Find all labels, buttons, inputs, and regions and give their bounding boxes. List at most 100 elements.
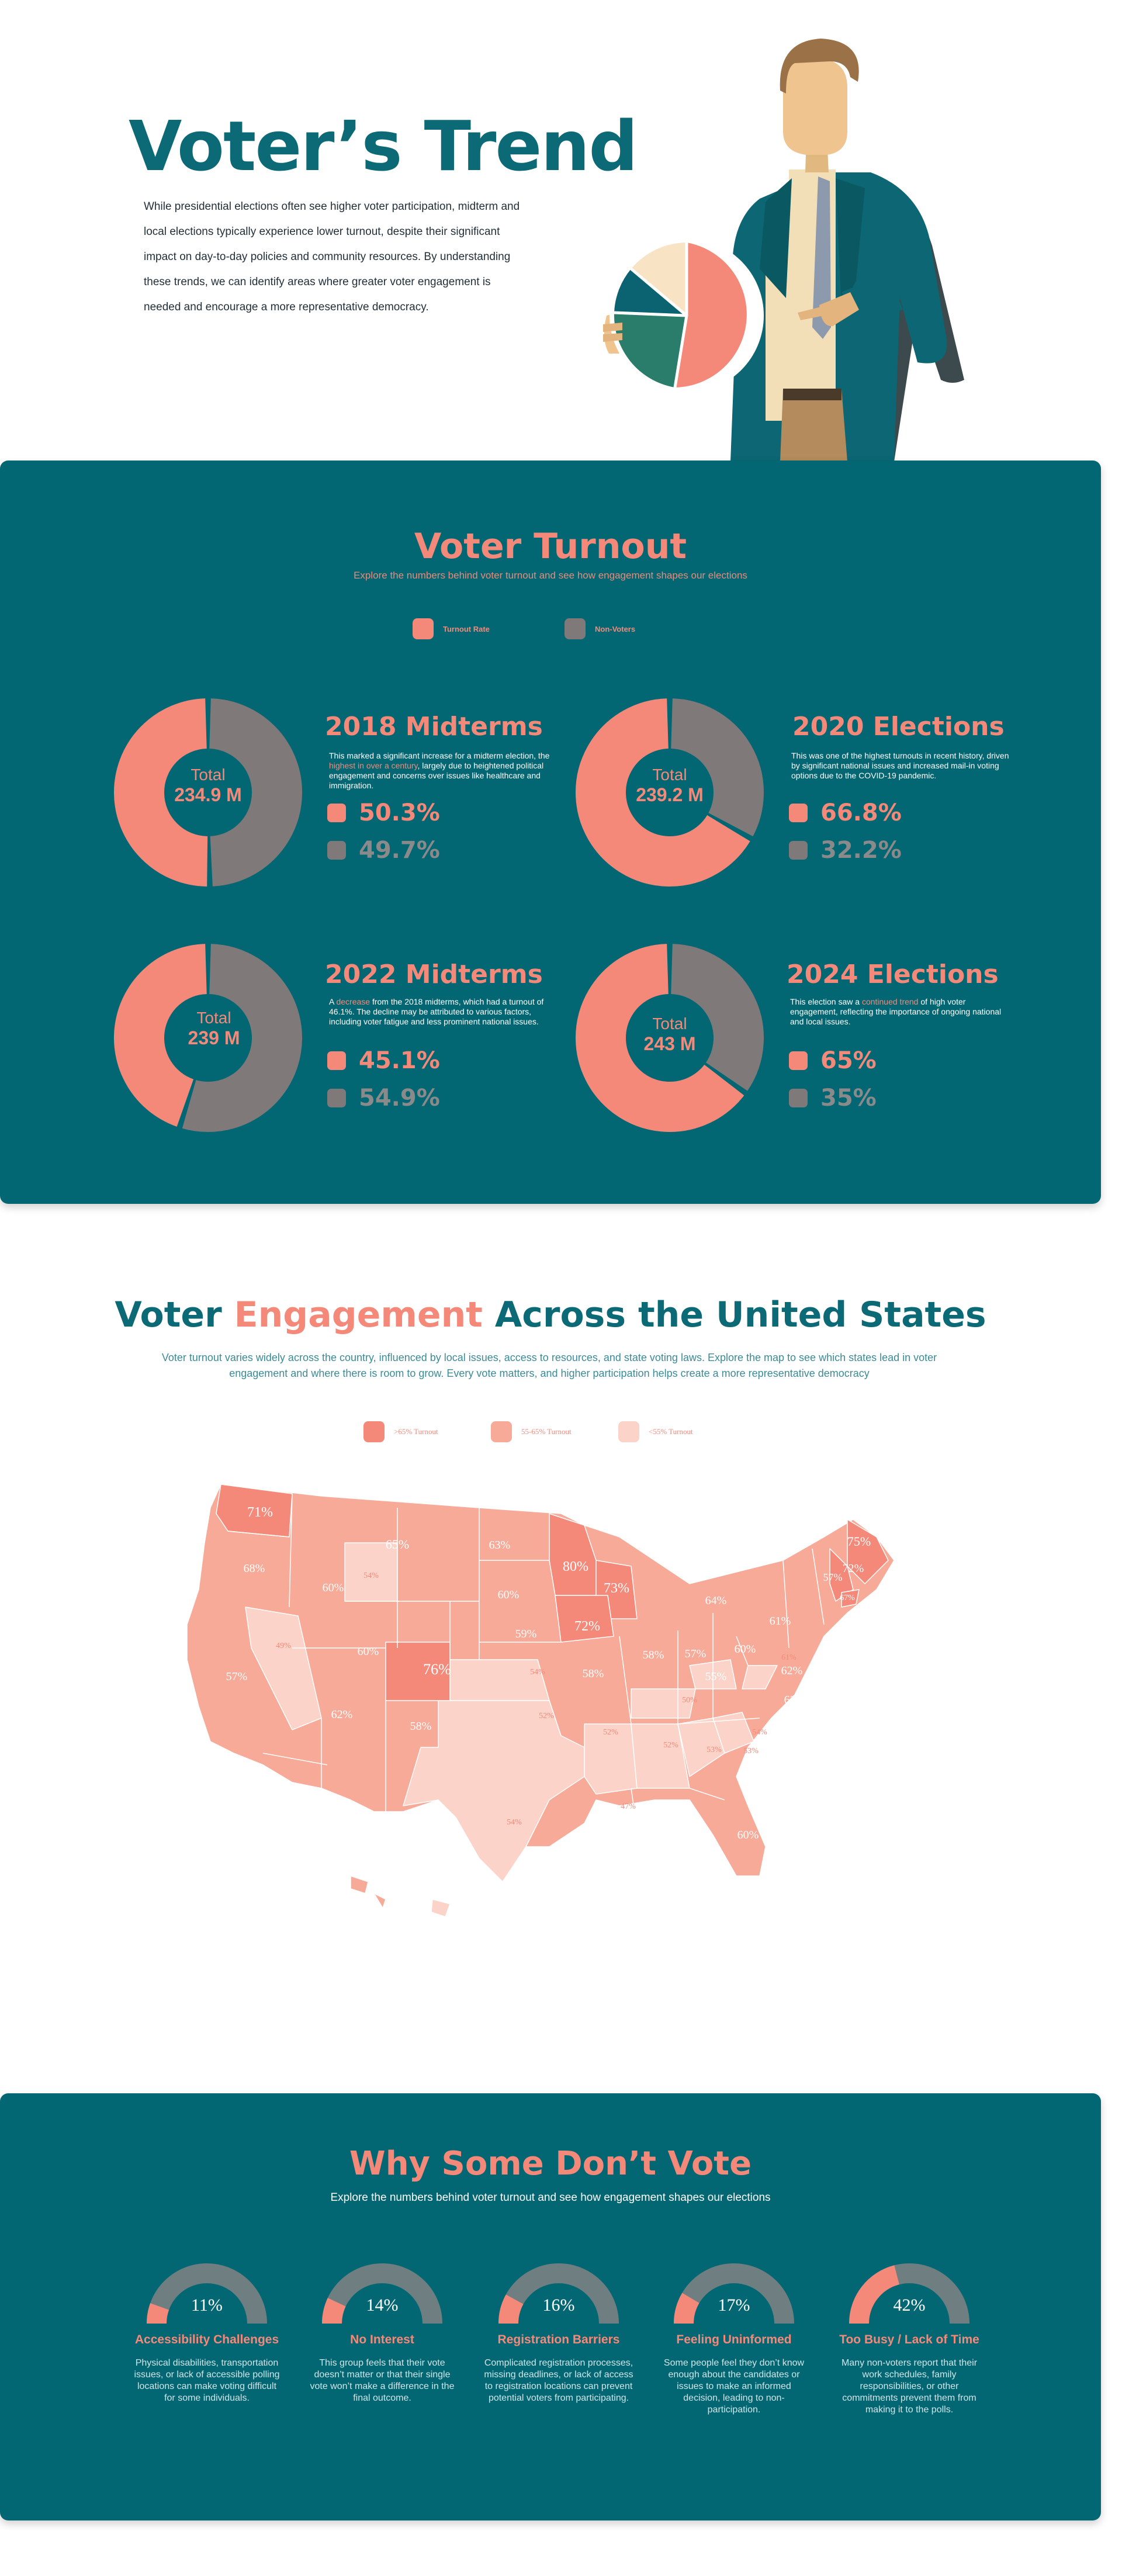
engagement-title-accent: Engagement	[234, 1294, 483, 1335]
desc-text: This was one of the highest turnouts in …	[791, 751, 1009, 780]
stat-value: 66.8%	[820, 799, 902, 826]
reason-title: Accessibility Challenges	[134, 2333, 279, 2346]
map-label: 60%	[737, 1829, 759, 1841]
reason-uninformed: 17% Feeling Uninformed Some people feel …	[646, 2259, 822, 2416]
map-label: 58%	[643, 1649, 664, 1661]
stat-turnout-2018: 50.3%	[327, 799, 440, 826]
map-legend-swatch	[363, 1421, 385, 1442]
stat-swatch	[789, 1051, 808, 1070]
card-title-2020: 2020 Elections	[792, 712, 1005, 742]
hero-title: Voter’s Trend	[129, 106, 638, 186]
map-label: 80%	[563, 1559, 588, 1574]
why-section	[0, 2093, 1101, 2520]
legend-nonvoters-label: Non-Voters	[595, 624, 636, 633]
reason-title: No Interest	[350, 2333, 414, 2346]
desc-text: , largely due to heightened political en…	[329, 761, 544, 790]
map-legend-label: >65% Turnout	[394, 1427, 438, 1436]
gauge-accessibility	[147, 2263, 267, 2324]
gauge-no-interest	[322, 2263, 442, 2324]
hero-line: needed and encourage a more representati…	[144, 301, 429, 313]
donut-2022	[114, 944, 302, 1132]
reason-description: This group feels that their vote doesn’t…	[310, 2358, 455, 2403]
stat-nonvoters-2022: 54.9%	[327, 1085, 440, 1112]
donut-2024	[576, 944, 764, 1132]
map-legend-high: >65% Turnout	[363, 1421, 438, 1442]
presenter-illustration	[603, 39, 964, 462]
gauge-percent: 17%	[718, 2295, 750, 2315]
map-label: 58%	[583, 1667, 604, 1680]
donut-turnout-arc	[576, 944, 744, 1132]
card-title-2022: 2022 Midterms	[325, 960, 543, 989]
donut-nonvoters-arc	[182, 944, 302, 1132]
gauge-uninformed	[674, 2263, 794, 2324]
map-label: 59%	[515, 1628, 537, 1640]
gauge-percent: 14%	[366, 2295, 399, 2315]
stat-nonvoters-2018: 49.7%	[327, 837, 440, 864]
gauge-fill	[674, 2293, 699, 2324]
desc-text: This marked a significant increase for a…	[329, 751, 550, 760]
map-label: 67%	[840, 1594, 855, 1602]
map-label: 72%	[843, 1562, 864, 1575]
map-label: 62%	[781, 1664, 803, 1677]
reason-title: Feeling Uninformed	[676, 2333, 792, 2346]
stat-value: 50.3%	[359, 799, 440, 826]
map-label: 76%	[423, 1661, 451, 1678]
donut-2022-center: Total 239 M	[155, 1009, 272, 1049]
gauge-percent: 42%	[893, 2295, 926, 2315]
reason-title: Registration Barriers	[497, 2333, 620, 2346]
map-label: 57%	[685, 1647, 707, 1660]
map-legend-mid: 55-65% Turnout	[491, 1421, 572, 1442]
stat-value: 65%	[820, 1047, 877, 1074]
card-title-2018: 2018 Midterms	[325, 712, 543, 742]
map-label: 52%	[603, 1728, 618, 1737]
donut-total-value: 243 M	[643, 1033, 696, 1054]
map-label: 54%	[507, 1818, 522, 1827]
gauge-track	[147, 2263, 267, 2324]
map-label: 61%	[781, 1653, 797, 1662]
map-label: 58%	[410, 1720, 432, 1733]
map-label: 60%	[735, 1643, 756, 1656]
legend-nonvoters-swatch	[565, 618, 586, 639]
reason-too-busy: 42% Too Busy / Lack of Time Many non-vot…	[822, 2259, 997, 2416]
map-label: 60%	[498, 1588, 520, 1601]
map-label: 63%	[784, 1694, 806, 1706]
gauge-fill	[322, 2298, 346, 2324]
engagement-title: Voter Engagement Across the United State…	[0, 1294, 1101, 1335]
hero-line: While presidential elections often see h…	[144, 200, 520, 213]
donut-turnout-arc	[576, 698, 750, 887]
map-legend-swatch	[491, 1421, 512, 1442]
map-label: 57%	[226, 1670, 248, 1683]
stat-swatch	[327, 1051, 346, 1070]
desc-highlight: highest in over a century	[329, 761, 418, 770]
map-label: 73%	[604, 1581, 629, 1596]
donut-total-value: 239.2 M	[636, 784, 704, 805]
stat-nonvoters-2020: 32.2%	[789, 837, 902, 864]
donut-total-label: Total	[191, 766, 226, 784]
stat-turnout-2022: 45.1%	[327, 1047, 440, 1074]
reason-description: Physical disabilities, transportation is…	[134, 2358, 280, 2403]
map-legend-label: <55% Turnout	[649, 1427, 693, 1436]
hero-line: local elections typically experience low…	[144, 226, 500, 238]
donut-turnout-arc	[114, 698, 209, 887]
map-label: 53%	[707, 1746, 722, 1754]
hero-line: these trends, we can identify areas wher…	[144, 276, 491, 288]
gauge-percent: 11%	[191, 2295, 223, 2315]
donut-total-label: Total	[652, 766, 687, 784]
donut-2020	[576, 698, 764, 887]
stat-swatch	[789, 1089, 808, 1107]
map-label: 75%	[847, 1534, 871, 1549]
desc-highlight: continued trend	[861, 997, 919, 1006]
map-legend-label: 55-65% Turnout	[521, 1427, 572, 1436]
why-title: Why Some Don’t Vote	[349, 2145, 752, 2183]
pie-illustration	[610, 238, 764, 393]
stat-swatch	[789, 804, 808, 822]
map-legend-low: <55% Turnout	[618, 1421, 693, 1442]
card-title-2024: 2024 Elections	[787, 960, 999, 989]
turnout-subtitle: Explore the numbers behind voter turnout…	[354, 570, 747, 581]
map-label: 54%	[363, 1571, 379, 1580]
card-desc-2022: A decrease from the 2018 midterms, which…	[329, 997, 551, 1027]
map-label: 54%	[752, 1728, 767, 1737]
stat-swatch	[327, 841, 346, 860]
map-label: 53%	[743, 1747, 759, 1756]
reason-accessibility: 11% Accessibility Challenges Physical di…	[119, 2259, 295, 2404]
